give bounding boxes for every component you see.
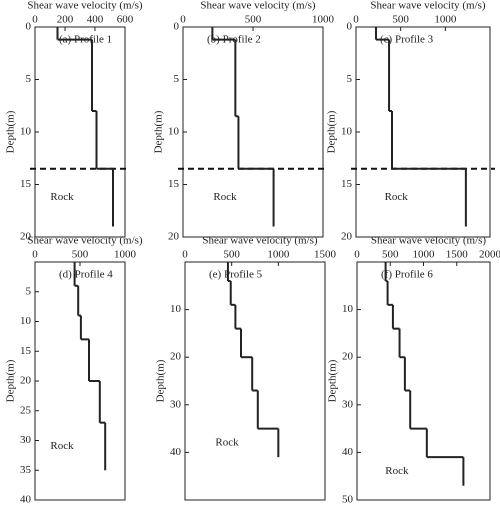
x-tick-label: 600 [117, 14, 134, 26]
y-tick-label: 20 [20, 231, 32, 243]
plot-frame [355, 26, 491, 238]
x-tick-label: 500 [382, 249, 399, 261]
y-tick-label: 10 [170, 303, 182, 315]
rock-label: Rock [385, 465, 409, 477]
plot-frame [184, 261, 326, 501]
y-tick-label: 20 [342, 351, 354, 363]
x-axis-title: Shear wave velocity (m/s) [202, 235, 317, 247]
y-tick-label: 50 [342, 494, 354, 506]
x-tick-label: 500 [392, 14, 409, 26]
y-tick-label: 30 [20, 434, 32, 446]
y-tick-label: 15 [20, 345, 32, 357]
y-tick-label: 15 [20, 178, 32, 190]
y-axis-title: Depth(m) [326, 110, 338, 153]
rock-label: Rock [50, 191, 74, 203]
y-tick-label: 15 [341, 178, 353, 190]
x-tick-label: 1500 [314, 249, 337, 261]
y-tick-label: 35 [20, 464, 32, 476]
x-tick-label: 500 [223, 249, 240, 261]
y-tick-label: 10 [341, 126, 353, 138]
x-tick-label: 1000 [413, 249, 436, 261]
y-tick-label: 40 [342, 446, 354, 458]
y-tick-label: 20 [20, 375, 32, 387]
plot-frame [34, 26, 126, 238]
y-tick-label: 30 [342, 398, 354, 410]
y-tick-label: 5 [26, 73, 32, 85]
x-tick-label: 0 [32, 14, 38, 26]
panel-label: (f) Profile 6 [381, 269, 433, 281]
plot-frame [34, 261, 126, 501]
y-tick-label: 5 [26, 285, 32, 297]
x-axis-title: Shear wave velocity (m/s) [27, 0, 142, 12]
y-tick-label: 20 [341, 231, 353, 243]
x-tick-label: 1000 [312, 14, 335, 26]
y-tick-label: 5 [174, 73, 180, 85]
x-tick-label: 500 [245, 14, 262, 26]
y-tick-label: 20 [168, 231, 180, 243]
rock-label: Rock [50, 440, 74, 452]
x-tick-label: 0 [354, 249, 360, 261]
x-axis-title: Shear wave velocity (m/s) [370, 0, 485, 12]
y-tick-label: 0 [347, 21, 353, 33]
y-tick-label: 20 [170, 351, 182, 363]
x-tick-label: 0 [180, 14, 186, 26]
x-axis-title: Shear wave velocity (m/s) [371, 235, 486, 247]
y-tick-label: 0 [174, 21, 180, 33]
y-tick-label: 5 [347, 73, 353, 85]
y-tick-label: 40 [20, 494, 32, 506]
y-tick-label: 40 [170, 446, 182, 458]
x-axis-title: Shear wave velocity (m/s) [200, 0, 315, 12]
y-axis-title: Depth(m) [5, 359, 17, 402]
x-tick-label: 1500 [446, 249, 469, 261]
x-tick-label: 0 [182, 249, 188, 261]
y-axis-title: Depth(m) [327, 359, 339, 402]
rock-label: Rock [215, 436, 239, 448]
x-tick-label: 1000 [434, 14, 457, 26]
y-tick-label: 15 [168, 178, 180, 190]
plot-frame [356, 261, 491, 501]
rock-label: Rock [385, 191, 409, 203]
y-axis-title: Depth(m) [5, 110, 17, 153]
x-tick-label: 400 [87, 14, 104, 26]
x-tick-label: 1000 [114, 249, 137, 261]
x-tick-label: 500 [72, 249, 89, 261]
plot-frame [182, 26, 324, 238]
x-tick-label: 1000 [267, 249, 290, 261]
x-tick-label: 0 [353, 14, 359, 26]
panel-label: (c) Profile 3 [380, 34, 434, 46]
x-axis-title: Shear wave velocity (m/s) [27, 235, 142, 247]
y-axis-title: Depth(m) [153, 110, 165, 153]
y-tick-label: 10 [168, 126, 180, 138]
y-tick-label: 10 [20, 315, 32, 327]
x-tick-label: 0 [32, 249, 38, 261]
rock-label: Rock [213, 191, 237, 203]
y-tick-label: 10 [20, 126, 32, 138]
panel-label: (e) Profile 5 [209, 269, 263, 281]
y-tick-label: 0 [26, 21, 32, 33]
y-axis-title: Depth(m) [155, 359, 167, 402]
panel-label: (d) Profile 4 [59, 269, 113, 281]
x-tick-label: 200 [57, 14, 74, 26]
y-tick-label: 25 [20, 404, 32, 416]
x-tick-label: 2000 [479, 249, 500, 261]
y-tick-label: 30 [170, 398, 182, 410]
y-tick-label: 10 [342, 303, 354, 315]
